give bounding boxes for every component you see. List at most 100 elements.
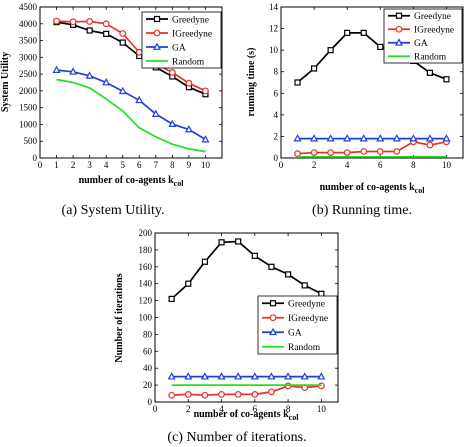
tick-group: 0 1 2 3 4 5 6 7 8 9 10 0 500 1000 1500 2000 2500 3000 3500… — [19, 2, 222, 170]
x-tick-label: 10 — [201, 160, 211, 170]
y-tick-label: 140 — [139, 279, 153, 289]
data-point — [310, 134, 319, 142]
y-tick-label: 60 — [143, 346, 153, 356]
legend-label: Random — [414, 53, 447, 63]
data-point — [284, 271, 292, 278]
data-point — [251, 252, 258, 259]
data-point — [168, 295, 175, 303]
legend: Greedyne IGreedyne GA Random — [257, 295, 338, 355]
x-tick-label: 4 — [104, 160, 109, 170]
data-point — [300, 372, 309, 380]
y-tick-label: 12 — [269, 24, 278, 34]
legend-marker — [269, 300, 277, 307]
data-point — [392, 134, 401, 142]
series-group — [52, 17, 210, 153]
x-tick-label: 4 — [345, 160, 350, 170]
x-tick-label: 10 — [317, 404, 327, 414]
x-tick-label: 7 — [154, 160, 159, 170]
y-tick-label: 100 — [139, 313, 153, 323]
legend-label: IGreedyne — [414, 26, 454, 36]
data-point — [442, 134, 451, 142]
legend-marker — [153, 29, 161, 37]
x-axis-label: number of co-agents kcol — [79, 175, 185, 188]
data-point — [185, 280, 192, 287]
series-group — [293, 29, 451, 158]
y-tick-label: 200 — [139, 228, 153, 238]
caption: (a) System Utility. — [62, 203, 165, 218]
y-axis-label: Number of iterations — [114, 273, 125, 362]
data-point — [343, 134, 352, 142]
x-tick-label: 8 — [286, 404, 291, 414]
data-point — [343, 149, 351, 157]
x-tick-label: 2 — [186, 404, 191, 414]
data-point — [426, 69, 434, 76]
data-point — [310, 65, 318, 72]
data-point — [360, 148, 368, 155]
data-point — [360, 29, 367, 36]
legend-marker — [395, 12, 403, 19]
series-igreedyne — [294, 138, 450, 158]
y-tick-label: 4 — [274, 110, 279, 120]
data-point — [102, 78, 111, 86]
y-tick-label: 120 — [139, 296, 153, 306]
legend-label: GA — [172, 43, 186, 53]
legend-label: Greedyne — [414, 12, 451, 22]
data-point — [200, 372, 209, 380]
data-point — [135, 48, 143, 56]
data-point — [151, 109, 160, 117]
data-point — [135, 95, 144, 104]
data-point — [294, 150, 301, 158]
legend-entry: Random — [388, 53, 447, 63]
x-axis-label: number of co-agents kcol — [320, 182, 426, 195]
data-point — [327, 47, 334, 54]
plot-frame — [39, 6, 223, 159]
data-point — [317, 372, 326, 380]
chart-a: 0 1 2 3 4 5 6 7 8 9 10 0 500 1000 1500 2000 2500 3000 3500… — [0, 2, 223, 218]
legend-entry: IGreedyne — [146, 29, 212, 39]
data-point — [85, 71, 94, 79]
chart-b: 0 2 4 6 8 10 0 2 4 6 8 10 12 14 Greedyne IGreedyne GA Ra… — [246, 2, 464, 218]
legend-label: Random — [172, 57, 205, 67]
legend-entry: GA — [146, 42, 186, 53]
data-point — [53, 17, 60, 25]
data-point — [293, 134, 302, 142]
data-point — [102, 20, 110, 28]
data-point — [52, 65, 61, 73]
legend-entry: GA — [388, 38, 428, 49]
legend-label: IGreedyne — [172, 29, 212, 39]
legend-label: Greedyne — [172, 15, 209, 25]
data-point — [218, 239, 225, 246]
data-point — [268, 388, 275, 396]
legend-marker — [395, 25, 403, 33]
y-tick-label: 10 — [269, 45, 279, 55]
data-point — [118, 86, 127, 95]
data-point — [318, 290, 325, 297]
x-tick-label: 6 — [378, 160, 383, 170]
series-greedyne — [53, 19, 209, 98]
data-point — [268, 263, 275, 270]
data-point — [377, 43, 384, 51]
data-point — [409, 134, 418, 142]
legend-marker — [269, 314, 277, 322]
data-point — [234, 372, 243, 380]
y-tick-label: 0 — [33, 153, 38, 163]
data-point — [301, 282, 308, 289]
x-tick-label: 8 — [170, 160, 175, 170]
data-point — [184, 125, 193, 133]
caption: (c) Number of iterations. — [167, 430, 306, 445]
x-tick-label: 9 — [187, 160, 192, 170]
legend-entry: Greedyne — [146, 15, 209, 25]
x-tick-label: 5 — [120, 160, 125, 170]
y-tick-label: 1000 — [19, 119, 38, 129]
data-point — [234, 390, 242, 398]
data-point — [217, 372, 226, 380]
data-point — [201, 258, 209, 265]
plot-frame — [280, 6, 464, 159]
legend-entry: Random — [262, 343, 321, 353]
series-igreedyne — [168, 382, 325, 399]
data-point — [376, 134, 385, 142]
legend: Greedyne IGreedyne GA Random — [383, 8, 463, 64]
x-tick-label: 2 — [312, 160, 317, 170]
y-tick-label: 0 — [274, 153, 279, 163]
data-point — [443, 76, 450, 83]
